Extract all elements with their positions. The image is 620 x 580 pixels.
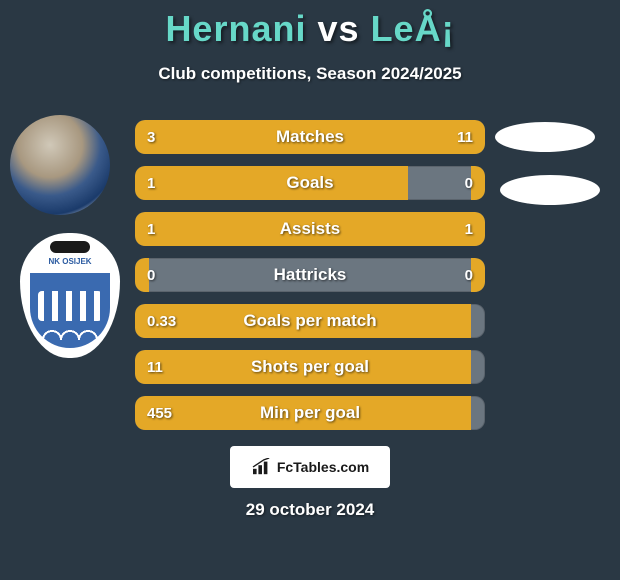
shield-animal-icon: [50, 241, 90, 253]
stat-row: 11Shots per goal: [135, 350, 485, 384]
subtitle: Club competitions, Season 2024/2025: [0, 64, 620, 84]
stat-value-right: 0: [465, 258, 473, 292]
stat-value-left: 11: [147, 350, 163, 384]
stat-row: 311Matches: [135, 120, 485, 154]
opponent-badge: [500, 175, 600, 205]
stat-value-left: 3: [147, 120, 155, 154]
stat-value-left: 1: [147, 166, 155, 200]
stat-value-right: 0: [465, 166, 473, 200]
stat-value-left: 0: [147, 258, 155, 292]
shield-bridge-icon: [30, 273, 110, 348]
stat-row: 11Assists: [135, 212, 485, 246]
footer-date: 29 october 2024: [0, 500, 620, 520]
stat-bar-right: [209, 120, 486, 154]
stat-value-right: 1: [465, 212, 473, 246]
title-player2: LeÅ¡: [371, 8, 455, 49]
stat-value-left: 455: [147, 396, 172, 430]
brand-text: FcTables.com: [277, 459, 369, 475]
stat-value-left: 1: [147, 212, 155, 246]
stat-row: 0 0Hattricks: [135, 258, 485, 292]
stat-bar-left: [135, 304, 471, 338]
stat-row: 0.33Goals per match: [135, 304, 485, 338]
stat-row: 10Goals: [135, 166, 485, 200]
stat-value-left: 0.33: [147, 304, 176, 338]
page-title: Hernani vs LeÅ¡: [0, 0, 620, 50]
stat-bar-right: [471, 166, 485, 200]
stat-bar-right: [310, 212, 485, 246]
stat-bar-right: [471, 258, 485, 292]
comparison-bars: 311Matches10Goals11Assists00Hattricks0.3…: [135, 120, 485, 442]
stat-bar-left: [135, 396, 471, 430]
player-photo: [10, 115, 110, 215]
title-vs: vs: [318, 8, 360, 49]
brand-badge: FcTables.com: [230, 446, 390, 488]
club-logo: NK OSIJEK: [20, 233, 120, 358]
opponent-badge: [495, 122, 595, 152]
stat-value-right: 11: [457, 120, 473, 154]
club-shield: NK OSIJEK: [20, 233, 120, 358]
stat-row: 455Min per goal: [135, 396, 485, 430]
chart-bars-icon: [251, 458, 273, 476]
stat-bar-left: [135, 166, 408, 200]
stat-label: Hattricks: [135, 258, 485, 292]
stat-bar-left: [135, 212, 310, 246]
stat-bar-left: [135, 350, 471, 384]
title-player1: Hernani: [165, 8, 306, 49]
club-name-text: NK OSIJEK: [20, 257, 120, 266]
